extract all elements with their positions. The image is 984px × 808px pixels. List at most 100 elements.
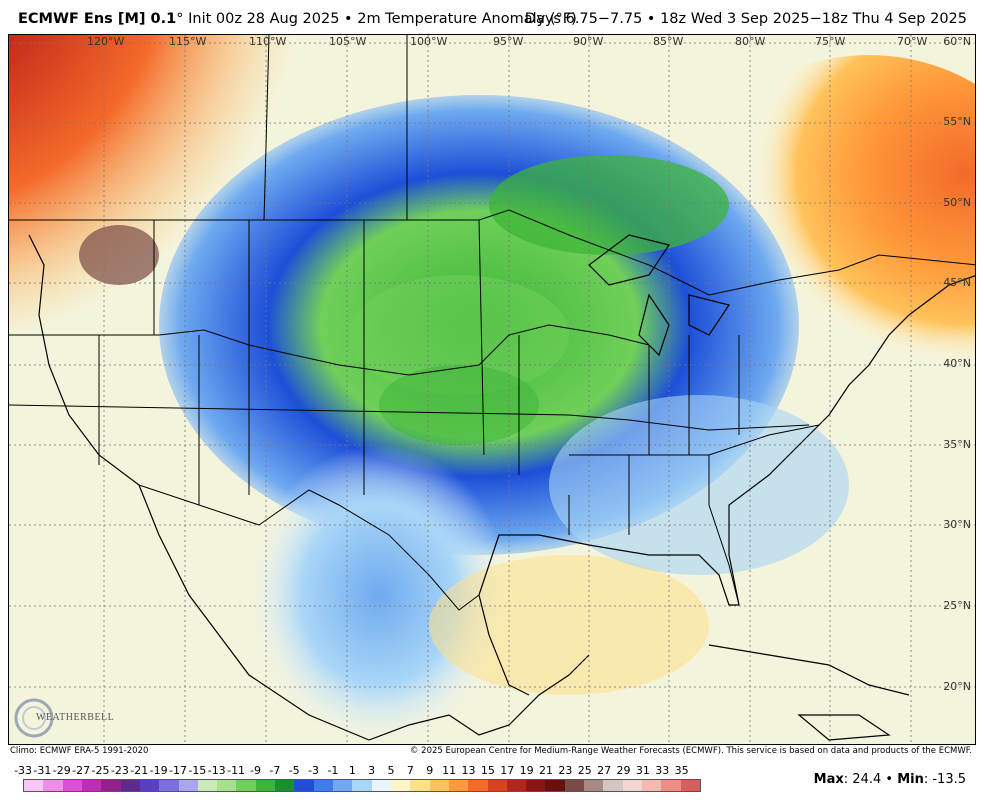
lon-label: 80°W	[735, 35, 766, 48]
lat-label: 20°N	[943, 680, 971, 693]
colorbar-label: -11	[227, 764, 246, 777]
colorbar-label: -29	[52, 764, 71, 777]
header: ECMWF Ens [M] 0.1° Init 00z 28 Aug 2025 …	[0, 0, 984, 34]
colorbar-label: -31	[33, 764, 52, 777]
lon-label: 120°W	[87, 35, 125, 48]
lon-label: 115°W	[169, 35, 207, 48]
climo-note: Climo: ECMWF ERA-5 1991-2020	[10, 746, 149, 756]
lat-label: 40°N	[943, 357, 971, 370]
model-name: ECMWF Ens [M] 0.1	[18, 11, 177, 27]
logo-text: WEATHERBELL	[36, 712, 115, 723]
colorbar	[23, 779, 701, 792]
colorbar-label: -9	[249, 764, 261, 777]
cold-anomaly-mexico	[249, 445, 509, 744]
map-panel: 120°W 115°W 110°W 105°W 100°W 95°W 90°W …	[8, 34, 976, 745]
colorbar-swatch	[81, 780, 102, 791]
colorbar-label: 35	[674, 764, 689, 777]
colorbar-swatch	[603, 780, 623, 791]
colorbar-label: -27	[72, 764, 91, 777]
colorbar-label: -25	[91, 764, 110, 777]
colorbar-label: 15	[480, 764, 495, 777]
colorbar-swatch	[545, 780, 565, 791]
colorbar-label: -19	[149, 764, 168, 777]
colorbar-label: 17	[500, 764, 515, 777]
colorbar-label: 11	[442, 764, 457, 777]
colorbar-swatch	[236, 780, 256, 791]
colorbar-swatch	[159, 780, 179, 791]
colorbar-swatch	[410, 780, 430, 791]
max-label: Max	[813, 772, 844, 787]
colorbar-swatch	[526, 780, 546, 791]
colorbar-label: -21	[130, 764, 149, 777]
colorbar-label: -17	[168, 764, 187, 777]
colorbar-swatch	[24, 780, 44, 791]
lat-label: 35°N	[943, 438, 971, 451]
lon-label: 100°W	[410, 35, 448, 48]
colorbar-swatch	[139, 780, 160, 791]
colorbar-label: 29	[616, 764, 631, 777]
colorbar-label: 27	[597, 764, 612, 777]
colorbar-label: 5	[387, 764, 395, 777]
lon-label: 70°W	[897, 35, 928, 48]
min-label: Min	[897, 772, 924, 787]
colorbar-swatch	[352, 780, 372, 791]
lon-label: 90°W	[573, 35, 604, 48]
colorbar-swatch	[448, 780, 469, 791]
colorbar-label: 9	[426, 764, 434, 777]
lon-label: 85°W	[653, 35, 684, 48]
lon-label: 105°W	[329, 35, 367, 48]
copyright-note: © 2025 European Centre for Medium-Range …	[409, 746, 972, 756]
coastlines	[28, 234, 975, 741]
colorbar-label: 21	[539, 764, 554, 777]
colorbar-label: 23	[558, 764, 573, 777]
colorbar-swatch	[333, 780, 353, 791]
colorbar-swatch	[564, 780, 585, 791]
colorbar-swatch	[642, 780, 662, 791]
colorbar-swatch	[217, 780, 237, 791]
anomaly-map	[9, 35, 975, 744]
valid-time: Days 6.75−7.75 • 18z Wed 3 Sep 2025−18z …	[524, 11, 967, 27]
colorbar-label: 33	[655, 764, 670, 777]
political-borders	[9, 35, 975, 611]
colorbar-swatch	[313, 780, 333, 791]
colorbar-swatch	[197, 780, 218, 791]
lat-label: 50°N	[943, 196, 971, 209]
logo-swirl-icon	[14, 698, 54, 738]
lat-label: 30°N	[943, 518, 971, 531]
colorbar-label: -7	[269, 764, 281, 777]
colorbar-labels: -33 -31 -29 -27 -25 -23 -21 -19 -17 -15 -13 -11 -9 -7…	[14, 764, 714, 778]
colorbar-label: 25	[577, 764, 592, 777]
stats-separator: •	[881, 772, 898, 787]
colorbar-label: -13	[207, 764, 226, 777]
lon-label: 75°W	[815, 35, 846, 48]
colorbar-swatch	[120, 780, 140, 791]
colorbar-swatch	[294, 780, 314, 791]
colorbar-swatch	[178, 780, 198, 791]
colorbar-label: -33	[14, 764, 32, 777]
lat-label: 60°N	[943, 35, 971, 48]
colorbar-swatch	[390, 780, 411, 791]
colorbar-swatch	[584, 780, 604, 791]
graticule	[9, 35, 975, 744]
max-min-stats: Max: 24.4 • Min: -13.5	[813, 772, 966, 787]
max-value: 24.4	[852, 772, 882, 787]
colorbar-swatch	[622, 780, 642, 791]
lat-label: 45°N	[943, 276, 971, 289]
colorbar-swatch	[62, 780, 82, 791]
colorbar-label: -3	[308, 764, 320, 777]
colorbar-swatch	[275, 780, 295, 791]
colorbar-label: -1	[327, 764, 339, 777]
colorbar-swatch	[468, 780, 488, 791]
colorbar-label: -5	[288, 764, 300, 777]
min-value: -13.5	[932, 772, 966, 787]
colorbar-label: 1	[348, 764, 356, 777]
colorbar-label: 13	[461, 764, 476, 777]
colorbar-swatch	[661, 780, 681, 791]
lat-label: 55°N	[943, 115, 971, 128]
init-info: ° Init 00z 28 Aug 2025 • 2m Temperature …	[176, 11, 577, 27]
colorbar-swatch	[429, 780, 449, 791]
colorbar-label: 3	[368, 764, 376, 777]
weatherbell-logo: WEATHERBELL	[12, 694, 114, 742]
colorbar-label: -15	[188, 764, 207, 777]
colorbar-swatch	[506, 780, 527, 791]
